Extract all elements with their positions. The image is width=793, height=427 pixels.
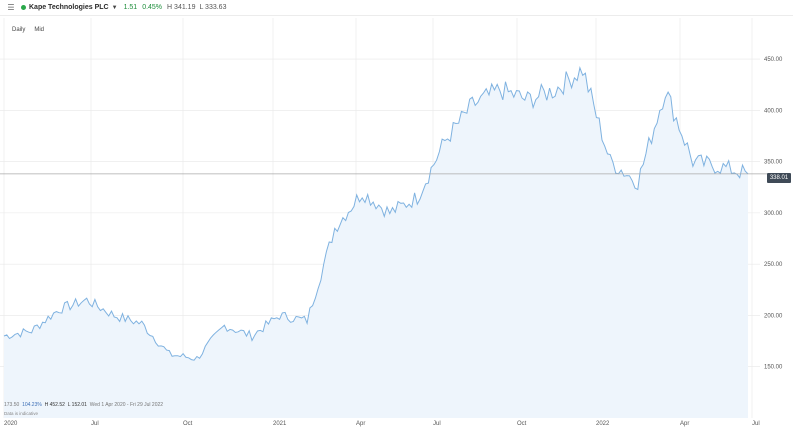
day-low: L 333.63: [199, 4, 227, 11]
y-tick-label: 350.00: [764, 160, 783, 166]
price-change-pct: 0.45%: [142, 4, 163, 11]
x-tick-label: Oct: [183, 421, 193, 427]
chart-controls: Daily Mid: [12, 27, 44, 33]
current-price-tag: 338.01: [767, 173, 791, 183]
y-tick-label: 250.00: [764, 262, 783, 268]
summary-change: 104.23%: [22, 402, 42, 408]
summary-high: H 452.52: [44, 402, 65, 408]
x-tick-label: 2020: [4, 421, 18, 427]
price-change-abs: 1.51: [123, 4, 138, 11]
price-line: [3, 66, 749, 361]
caret-down-icon[interactable]: ▼: [111, 4, 118, 11]
x-tick-label: Apr: [356, 421, 365, 427]
range-summary: 173.50 104.23% H 452.52 L 152.01 Wed 1 A…: [4, 402, 163, 408]
y-tick-label: 150.00: [764, 365, 783, 371]
x-tick-label: Apr: [680, 421, 689, 427]
x-tick-label: Jul: [433, 421, 441, 427]
data-note: Data is indicative: [4, 411, 39, 416]
summary-low: L 152.01: [67, 402, 87, 408]
y-tick-label: 450.00: [764, 57, 783, 63]
market-status-indicator: [21, 5, 26, 10]
summary-first: 173.50: [4, 402, 20, 408]
x-tick-label: 2021: [273, 421, 287, 427]
y-tick-label: 200.00: [764, 313, 783, 319]
price-area-fill: [4, 67, 748, 419]
x-tick-label: 2022: [596, 421, 610, 427]
price-type-selector[interactable]: Mid: [34, 27, 45, 33]
y-tick-label: 300.00: [764, 211, 783, 217]
instrument-header: ☰ Kape Technologies PLC ▼ 1.51 0.45% H 3…: [0, 0, 793, 16]
y-tick-label: 400.00: [764, 108, 783, 114]
y-axis-labels: 150.00 200.00 250.00 300.00 350.00 400.00 450.…: [764, 57, 783, 371]
x-axis-labels: 2020 Jul Oct 2021 Apr Jul Oct 2022 Apr Jul: [4, 421, 760, 427]
summary-range: Wed 1 Apr 2020 - Fri 29 Jul 2022: [89, 402, 164, 408]
instrument-name[interactable]: Kape Technologies PLC: [29, 4, 109, 11]
x-tick-label: Jul: [91, 421, 99, 427]
hamburger-icon[interactable]: ☰: [7, 3, 15, 12]
interval-selector[interactable]: Daily: [12, 27, 26, 33]
x-tick-label: Jul: [752, 421, 760, 427]
x-tick-label: Oct: [517, 421, 527, 427]
day-high: H 341.19: [167, 4, 196, 11]
